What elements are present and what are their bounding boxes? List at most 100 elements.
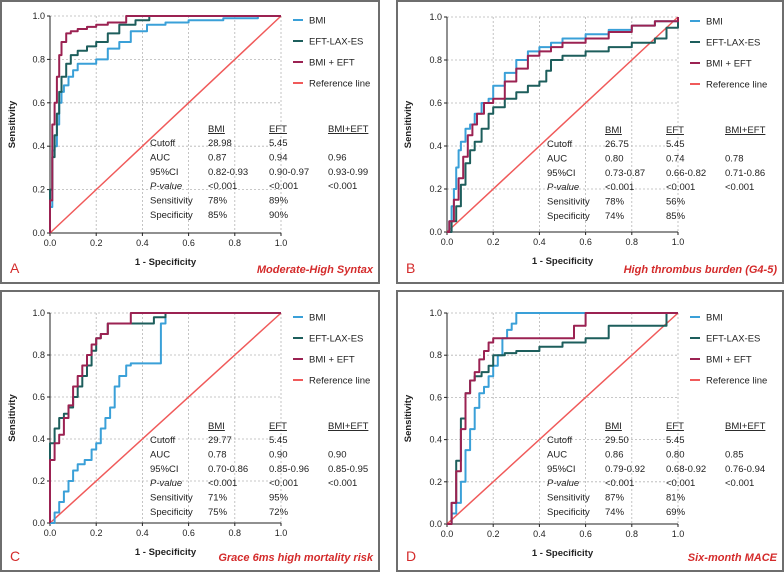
y-tick-label: 0.6 xyxy=(32,392,45,402)
y-tick-label: 0.4 xyxy=(429,435,442,445)
y-tick-label: 0.0 xyxy=(429,227,442,237)
roc-curve-bmi xyxy=(447,312,678,525)
roc-curve-eft xyxy=(447,17,679,233)
stat-value: 0.90 xyxy=(269,449,288,460)
legend-label-eft: EFT-LAX-ES xyxy=(706,38,760,49)
stat-value: <0.001 xyxy=(605,478,634,489)
stat-value: 74% xyxy=(605,211,625,222)
stat-value: 0.87 xyxy=(208,152,227,163)
roc-curve-combined xyxy=(49,312,281,523)
stat-value: 0.94 xyxy=(269,152,288,163)
roc-panel-a: 0.0 0.2 0.4 0.6 0.8 1.0 0.0 0.2 0.4 0.6 0.8 1.0 1 - … xyxy=(0,0,380,284)
stat-value: 89% xyxy=(269,196,289,207)
y-tick-label: 0.6 xyxy=(32,98,45,108)
stat-row-label: Sensitivity xyxy=(547,493,590,504)
y-tick-label: 1.0 xyxy=(32,11,45,21)
stat-header: EFT xyxy=(666,421,684,432)
stat-row-label: P-value xyxy=(547,478,579,489)
y-tick-label: 0.6 xyxy=(429,392,442,402)
y-tick-label: 0.6 xyxy=(429,98,442,108)
x-tick-label: 0.0 xyxy=(44,238,57,248)
x-tick-label: 0.8 xyxy=(626,529,639,539)
stat-value: <0.001 xyxy=(328,181,357,192)
stat-value: 0.70-0.86 xyxy=(208,464,248,475)
stat-header: BMI+EFT xyxy=(328,124,369,135)
stat-row-label: P-value xyxy=(547,182,579,193)
stat-row-label: Specificity xyxy=(150,210,193,221)
x-tick-label: 0.0 xyxy=(441,237,454,247)
stat-value: <0.001 xyxy=(208,478,237,489)
roc-curve-eft xyxy=(447,312,678,525)
x-tick-label: 0.8 xyxy=(229,238,242,248)
stat-header: BMI xyxy=(605,421,622,432)
stat-value: 85% xyxy=(208,210,228,221)
stat-value: 0.90-0.97 xyxy=(269,167,309,178)
stat-row-label: AUC xyxy=(150,449,170,460)
x-tick-label: 1.0 xyxy=(275,238,288,248)
stat-value: 5.45 xyxy=(666,139,685,150)
stat-value: 87% xyxy=(605,493,625,504)
legend-label-reference: Reference line xyxy=(309,79,370,90)
roc-curve-bmi xyxy=(50,312,281,524)
panel-caption: Moderate-High Syntax xyxy=(257,264,374,276)
stat-value: 0.80 xyxy=(666,449,685,460)
stat-header: BMI xyxy=(208,421,225,432)
roc-curve-bmi xyxy=(49,15,281,233)
stat-row-label: AUC xyxy=(547,449,567,460)
panel-letter: C xyxy=(10,548,20,564)
panel-caption: High thrombus burden (G4-5) xyxy=(624,264,778,276)
stat-value: 69% xyxy=(666,507,686,518)
stat-row-label: 95%CI xyxy=(547,464,576,475)
y-tick-label: 0.8 xyxy=(32,350,45,360)
stat-value: 0.78 xyxy=(725,153,744,164)
roc-curve-combined xyxy=(447,312,678,525)
stat-header: EFT xyxy=(269,421,287,432)
panel-caption: Grace 6ms high mortality risk xyxy=(218,552,374,564)
reference-line xyxy=(49,15,282,234)
stat-row-label: Specificity xyxy=(547,507,590,518)
stat-header: BMI xyxy=(605,125,622,136)
x-tick-label: 1.0 xyxy=(672,237,685,247)
stat-value: <0.001 xyxy=(605,182,634,193)
x-tick-label: 0.2 xyxy=(90,238,103,248)
panel-letter: D xyxy=(406,548,416,564)
roc-panel-c: 0.0 0.2 0.4 0.6 0.8 1.0 0.0 0.2 0.4 0.6 0.8 1.0 1 - … xyxy=(0,290,380,572)
x-tick-label: 0.0 xyxy=(44,528,57,538)
stat-value: 0.76-0.94 xyxy=(725,464,765,475)
stat-value: <0.001 xyxy=(269,478,298,489)
stat-row-label: Cutoff xyxy=(150,435,176,446)
x-tick-label: 0.8 xyxy=(229,528,242,538)
stat-value: 0.73-0.87 xyxy=(605,168,645,179)
stat-header: EFT xyxy=(666,125,684,136)
stat-value: 85% xyxy=(666,211,686,222)
y-tick-label: 0.8 xyxy=(32,54,45,64)
stat-value: 95% xyxy=(269,493,289,504)
x-tick-label: 0.4 xyxy=(136,528,149,538)
y-tick-label: 0.4 xyxy=(429,141,442,151)
panel-caption: Six-month MACE xyxy=(688,552,778,564)
stat-header: EFT xyxy=(269,124,287,135)
x-tick-label: 0.6 xyxy=(182,528,195,538)
stat-value: 0.90 xyxy=(328,449,347,460)
stat-row-label: Specificity xyxy=(150,507,193,518)
y-tick-label: 0.2 xyxy=(32,476,45,486)
y-tick-label: 0.0 xyxy=(32,228,45,238)
stat-row-label: Sensitivity xyxy=(547,197,590,208)
stat-row-label: P-value xyxy=(150,181,182,192)
stat-value: 0.80 xyxy=(605,153,624,164)
x-tick-label: 0.4 xyxy=(533,237,546,247)
y-axis-title: Sensitivity xyxy=(403,100,414,148)
y-tick-label: 0.0 xyxy=(429,519,442,529)
x-tick-label: 0.6 xyxy=(579,237,592,247)
reference-line xyxy=(446,16,679,233)
stat-value: 0.78 xyxy=(208,449,227,460)
stat-value: 0.74 xyxy=(666,153,685,164)
y-tick-label: 0.4 xyxy=(32,434,45,444)
x-tick-label: 1.0 xyxy=(275,528,288,538)
stat-value: <0.001 xyxy=(666,182,695,193)
x-axis-title: 1 - Specificity xyxy=(532,548,594,559)
x-tick-label: 0.4 xyxy=(533,529,546,539)
legend-label-eft: EFT-LAX-ES xyxy=(706,334,760,345)
stat-header: BMI+EFT xyxy=(725,421,766,432)
